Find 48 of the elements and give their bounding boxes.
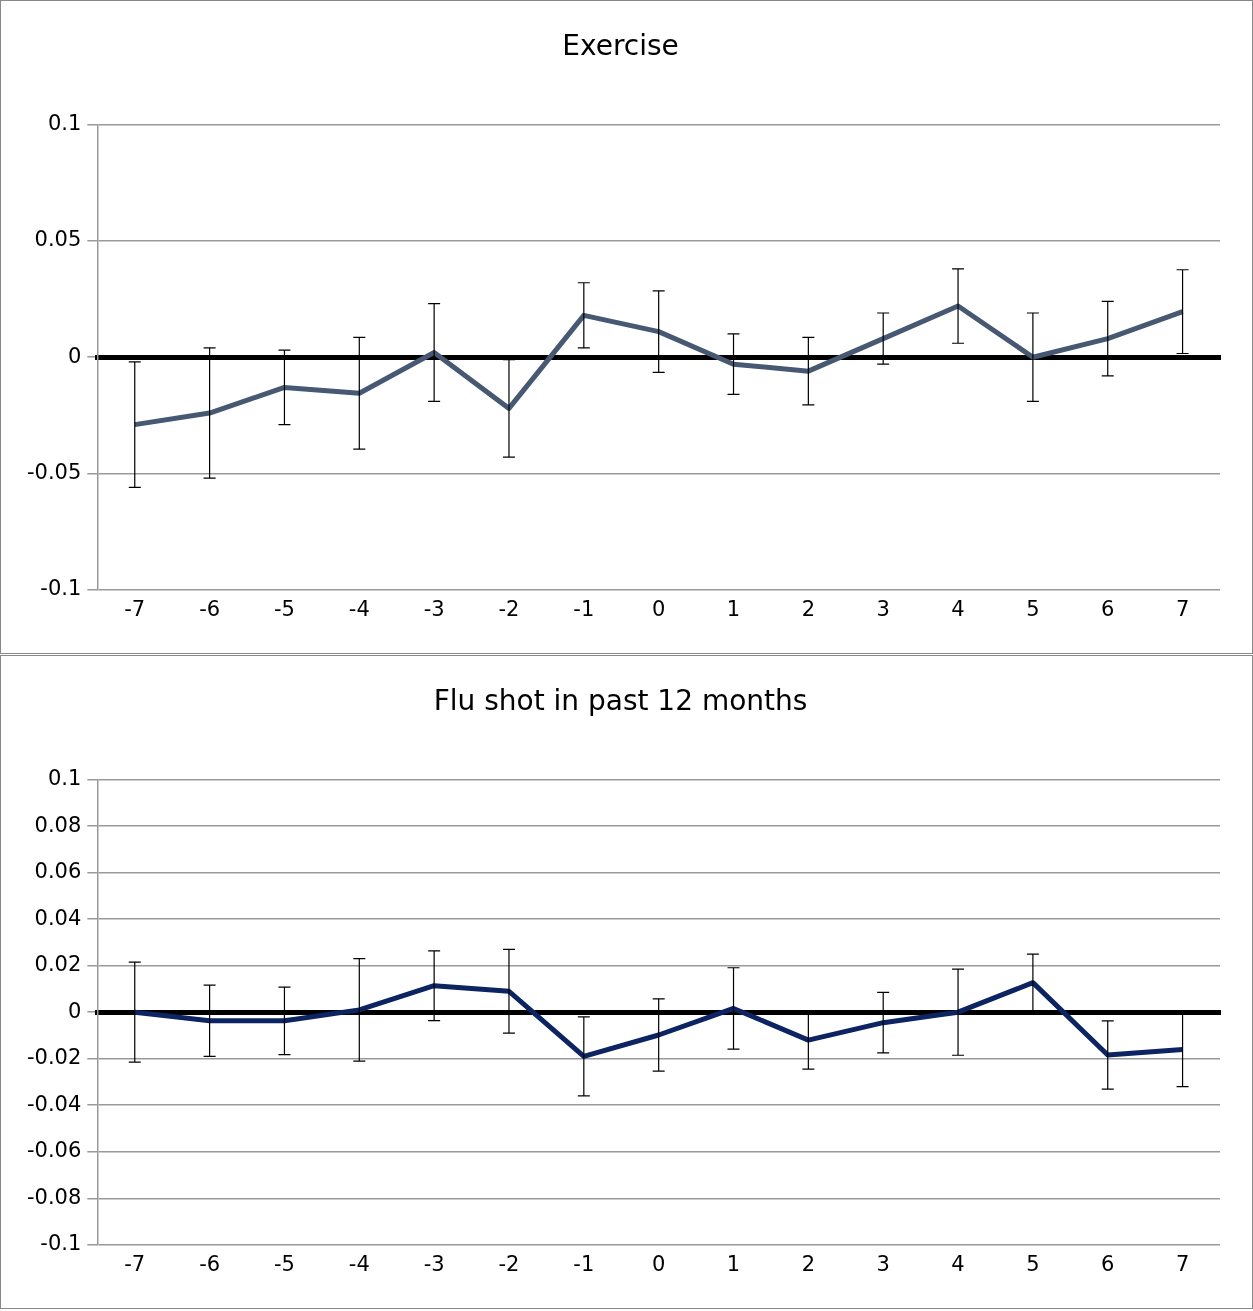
x-tick-label: -3 bbox=[423, 596, 445, 621]
y-tick-label: -0.1 bbox=[40, 1231, 82, 1256]
y-tick-label: -0.06 bbox=[26, 1138, 82, 1163]
y-tick-label: 0.1 bbox=[47, 111, 82, 136]
x-tick-label: 7 bbox=[1175, 1251, 1190, 1276]
x-tick-label: 2 bbox=[801, 1251, 816, 1276]
y-tick-label: 0.1 bbox=[47, 766, 82, 791]
y-tick-label: 0.08 bbox=[34, 812, 82, 837]
y-tick-label: -0.02 bbox=[26, 1045, 82, 1070]
x-tick-label: 4 bbox=[951, 1251, 965, 1276]
x-tick-label: -1 bbox=[573, 1251, 595, 1276]
y-tick-label: -0.04 bbox=[26, 1091, 82, 1116]
x-tick-label: 0 bbox=[651, 596, 666, 621]
chart-title: Exercise bbox=[562, 29, 679, 63]
x-tick-label: -7 bbox=[124, 1251, 146, 1276]
x-tick-label: 6 bbox=[1101, 1251, 1115, 1276]
y-tick-label: 0.06 bbox=[34, 859, 82, 884]
x-tick-label: 2 bbox=[801, 596, 816, 621]
x-tick-label: -5 bbox=[273, 596, 295, 621]
x-tick-label: 4 bbox=[951, 596, 965, 621]
y-tick-label: -0.05 bbox=[26, 459, 82, 484]
x-tick-label: -5 bbox=[273, 1251, 295, 1276]
x-tick-label: 3 bbox=[876, 1251, 890, 1276]
y-tick-label: -0.08 bbox=[26, 1184, 82, 1209]
y-tick-label: 0 bbox=[67, 343, 82, 368]
y-tick-label: 0.05 bbox=[34, 227, 82, 252]
y-tick-label: 0.04 bbox=[34, 905, 82, 930]
x-tick-label: 0 bbox=[651, 1251, 666, 1276]
y-tick-label: 0 bbox=[67, 998, 82, 1023]
y-tick-label: 0.02 bbox=[34, 952, 82, 977]
x-tick-label: -2 bbox=[498, 596, 520, 621]
x-tick-label: -4 bbox=[348, 1251, 370, 1276]
x-tick-label: -6 bbox=[199, 1251, 221, 1276]
x-tick-label: -4 bbox=[348, 596, 370, 621]
x-tick-label: -2 bbox=[498, 1251, 520, 1276]
x-tick-label: -7 bbox=[124, 596, 146, 621]
chart-title: Flu shot in past 12 months bbox=[433, 684, 808, 718]
x-tick-label: -3 bbox=[423, 1251, 445, 1276]
x-tick-label: 1 bbox=[726, 596, 741, 621]
x-tick-label: 6 bbox=[1101, 596, 1115, 621]
x-tick-label: 5 bbox=[1026, 1251, 1040, 1276]
x-tick-label: -1 bbox=[573, 596, 595, 621]
x-tick-label: 3 bbox=[876, 596, 890, 621]
x-tick-label: 5 bbox=[1026, 596, 1040, 621]
x-tick-label: -6 bbox=[199, 596, 221, 621]
x-tick-label: 1 bbox=[726, 1251, 741, 1276]
x-tick-label: 7 bbox=[1175, 596, 1190, 621]
y-tick-label: -0.1 bbox=[40, 576, 82, 601]
